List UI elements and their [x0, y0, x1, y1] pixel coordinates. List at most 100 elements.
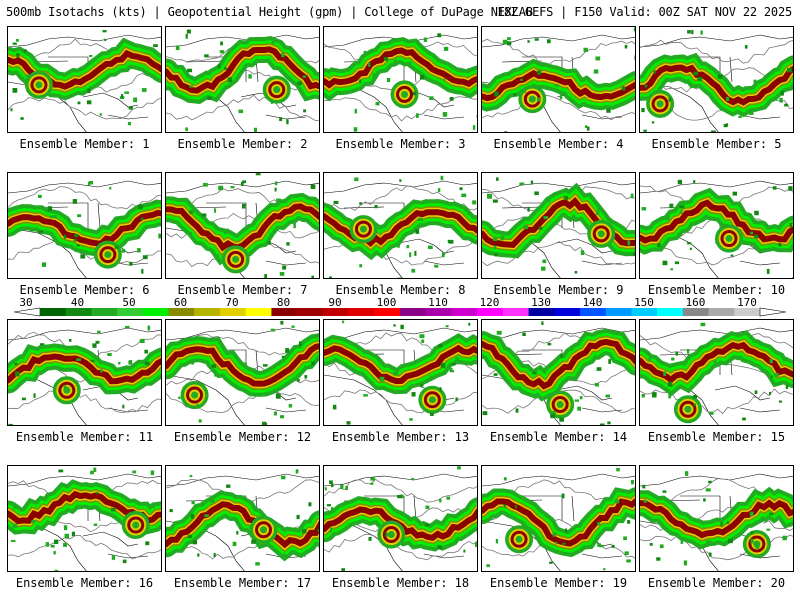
isotach-speckle	[656, 557, 661, 561]
isotach-speckle	[89, 54, 93, 57]
isotach-speckle	[583, 47, 588, 52]
isotach-speckle	[331, 483, 334, 488]
isotach-speckle	[417, 217, 423, 222]
isotach-speckle	[651, 121, 655, 124]
header: 500mb Isotachs (kts) | Geopotential Heig…	[0, 0, 800, 22]
jet-stream-map	[8, 180, 161, 278]
isotach-speckle	[279, 117, 283, 122]
isotach-speckle	[437, 33, 442, 38]
ensemble-map-panel	[481, 26, 636, 133]
isotach-speckle	[754, 234, 759, 239]
ensemble-member-caption: Ensemble Member: 18	[331, 576, 470, 590]
isotach-speckle	[668, 393, 672, 399]
isotach-speckle	[439, 387, 442, 392]
isotach-speckle	[397, 494, 402, 499]
isotach-speckle	[63, 542, 67, 547]
isotach-speckle	[596, 367, 602, 371]
isotach-speckle	[530, 180, 534, 185]
isotach-speckle	[286, 119, 289, 125]
isotach-speckle	[493, 245, 497, 250]
isotach-speckle	[600, 423, 605, 425]
isotach-speckle	[95, 340, 100, 344]
isotach-speckle	[10, 539, 16, 542]
isotach-speckle	[23, 49, 27, 53]
isotach-speckle	[732, 191, 738, 196]
isotach-speckle	[197, 553, 200, 557]
isotach-speckle	[515, 408, 519, 413]
isotach-speckle	[541, 266, 546, 271]
isotach-speckle	[503, 477, 507, 481]
isotach-speckle	[606, 329, 612, 333]
cutoff-low-isotach	[592, 225, 610, 243]
isotach-speckle	[230, 186, 235, 189]
ensemble-map-panel	[481, 465, 636, 572]
ensemble-member-caption: Ensemble Member: 13	[331, 430, 470, 444]
isotach-speckle	[52, 215, 57, 219]
colorbar-swatch	[605, 308, 632, 316]
isotach-speckle	[291, 325, 295, 328]
colorbar-swatch	[142, 308, 170, 316]
isotach-speckle	[297, 81, 302, 86]
isotach-speckle	[750, 231, 754, 235]
height-contour	[324, 533, 477, 561]
isotach-speckle	[77, 214, 82, 218]
isotach-speckle	[445, 325, 449, 328]
cutoff-low-isotach	[227, 250, 245, 268]
isotach-speckle	[92, 343, 97, 348]
isotach-speckle	[158, 233, 161, 239]
height-contour	[166, 94, 319, 122]
isotach-speckle	[449, 370, 455, 373]
isotach-speckle	[496, 177, 499, 181]
isotach-speckle	[318, 74, 319, 77]
isotach-speckle	[709, 411, 714, 415]
isotach-speckle	[104, 38, 107, 42]
isotach-band	[482, 497, 635, 547]
isotach-speckle	[49, 215, 53, 219]
isotach-speckle	[12, 88, 18, 93]
isotach-speckle	[189, 475, 193, 478]
ensemble-member-caption: Ensemble Member: 8	[335, 283, 466, 297]
isotach-speckle	[328, 276, 333, 278]
isotach-speckle	[527, 206, 530, 212]
isotach-speckle	[363, 50, 367, 56]
isotach-speckle	[449, 97, 454, 101]
isotach-speckle	[421, 339, 425, 344]
isotach-speckle	[270, 99, 273, 104]
isotach-speckle	[393, 371, 398, 376]
isotach-speckle	[772, 186, 777, 190]
isotach-speckle	[506, 41, 512, 46]
isotach-speckle	[584, 125, 588, 128]
isotach-speckle	[493, 373, 498, 376]
isotach-speckle	[213, 552, 216, 558]
isotach-speckle	[76, 244, 80, 247]
isotach-band	[640, 199, 793, 244]
isotach-speckle	[520, 78, 523, 82]
isotach-speckle	[186, 29, 191, 34]
ensemble-map-panel	[323, 26, 478, 133]
isotach-speckle	[31, 519, 36, 523]
jet-stream-map	[324, 175, 477, 278]
isotach-speckle	[191, 208, 196, 213]
isotach-speckle	[54, 569, 58, 571]
isotach-speckle	[411, 268, 416, 273]
isotach-speckle	[341, 568, 346, 571]
ensemble-map-panel	[7, 172, 162, 279]
isotach-speckle	[214, 208, 217, 213]
colorbar-swatch	[117, 308, 144, 316]
colorbar-tick-label: 110	[428, 296, 448, 309]
colorbar-swatch	[220, 308, 247, 316]
colorbar-tick-label: 130	[531, 296, 551, 309]
isotach-speckle	[53, 551, 56, 555]
isotach-speckle	[472, 125, 476, 130]
isotach-speckle	[457, 466, 461, 470]
isotach-speckle	[333, 200, 339, 204]
isotach-speckle	[121, 248, 126, 253]
isotach-speckle	[769, 391, 772, 395]
isotach-speckle	[474, 542, 477, 547]
ensemble-member-caption: Ensemble Member: 15	[647, 430, 786, 444]
isotach-speckle	[12, 42, 17, 45]
isotach-speckle	[424, 523, 430, 527]
isotach-speckle	[76, 358, 82, 361]
isotach-speckle	[693, 71, 699, 76]
isotach-speckle	[603, 568, 606, 571]
